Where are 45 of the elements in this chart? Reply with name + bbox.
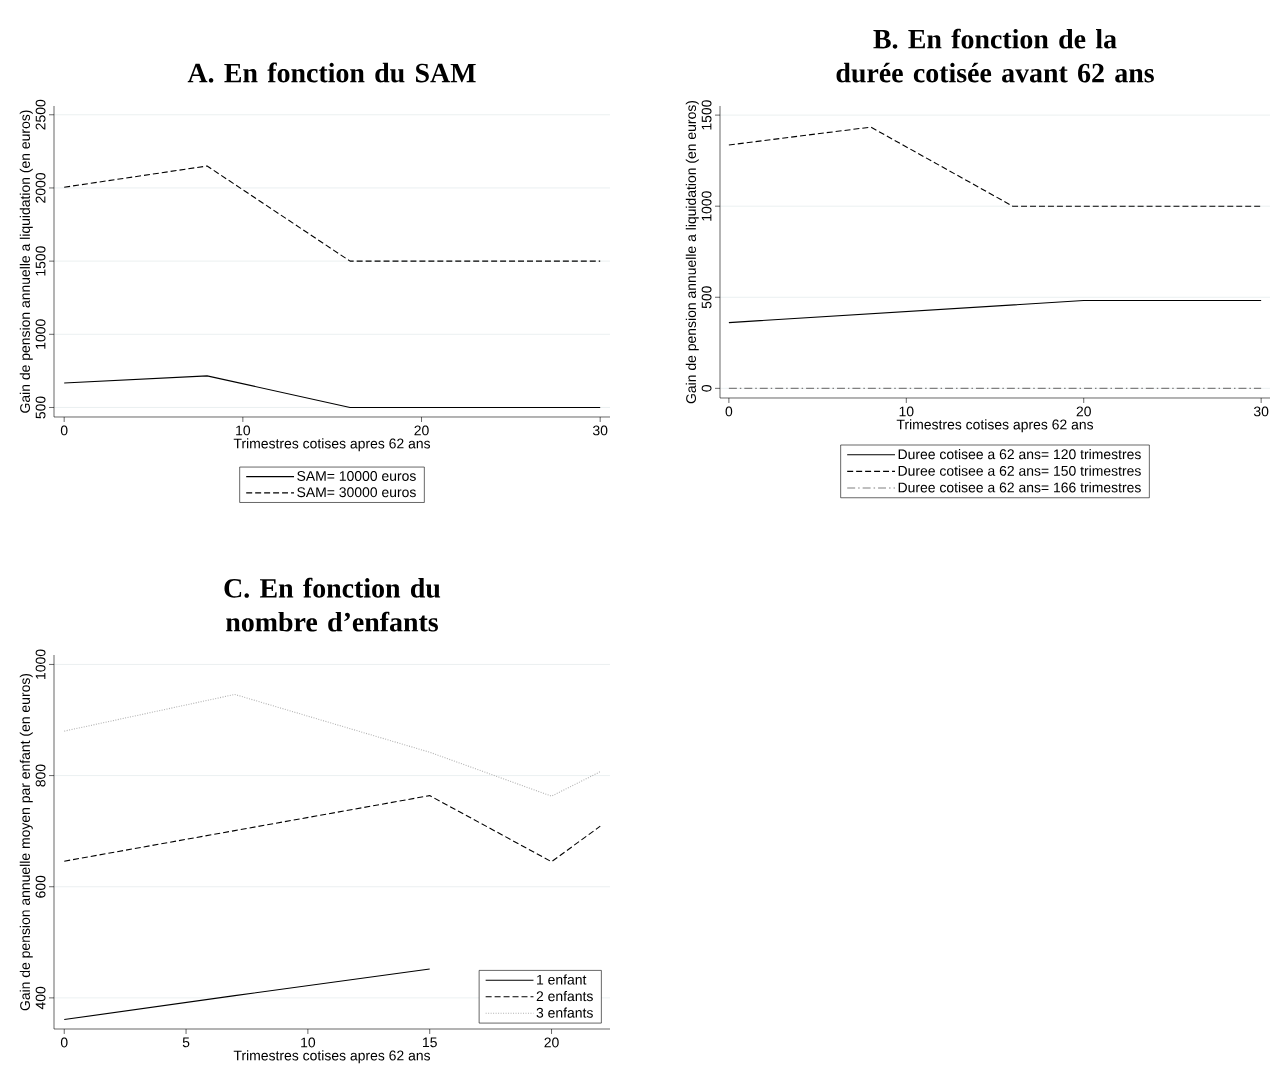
- chart-title: C. En fonction du nombre d’enfants: [224, 577, 441, 632]
- x-tick-label: 10: [301, 1037, 316, 1048]
- legend-label: SAM= 10000 euros: [297, 471, 416, 481]
- chart-title: A. En fonction du SAM: [187, 62, 476, 83]
- y-tick-label: 2500: [35, 99, 46, 130]
- x-tick-label: 0: [60, 1037, 68, 1048]
- x-axis-title: Trimestres cotises apres 62 ans: [896, 419, 1094, 433]
- x-tick-label: 20: [544, 1037, 559, 1048]
- y-axis-title: Gain de pension annuelle moyen par enfant (en euros): [19, 673, 33, 1011]
- y-tick-label: 0: [701, 385, 712, 392]
- y-tick-label: 1500: [35, 246, 46, 276]
- y-tick-label: 2000: [35, 172, 46, 203]
- x-tick-label: 20: [1076, 406, 1091, 417]
- x-tick-label: 30: [592, 425, 608, 436]
- x-axis-title: Trimestres cotises apres 62 ans: [233, 438, 431, 452]
- chart-title: B. En fonction de la durée cotisée avant 62 ans: [836, 28, 1154, 83]
- legend-label: 2 enfants: [536, 990, 593, 1002]
- legend-label: 3 enfants: [536, 1007, 593, 1018]
- y-axis-title: Gain de pension annuelle a liquidation (en euros): [685, 100, 699, 404]
- y-tick-label: 500: [701, 286, 712, 309]
- y-tick-label: 500: [35, 396, 46, 419]
- y-tick-label: 1000: [35, 319, 46, 349]
- line-series: [63, 795, 601, 863]
- y-tick-label: 1000: [35, 649, 46, 679]
- x-tick-label: 0: [60, 425, 68, 436]
- x-tick-label: 10: [899, 406, 914, 417]
- line-series: [63, 693, 601, 797]
- x-tick-label: 10: [236, 425, 251, 436]
- legend-label: Duree cotisee a 62 ans= 166 trimestres: [898, 482, 1141, 493]
- y-tick-label: 400: [35, 986, 46, 1010]
- x-tick-label: 15: [423, 1037, 437, 1048]
- y-tick-label: 600: [35, 875, 46, 898]
- x-tick-label: 0: [725, 406, 733, 417]
- legend-label: SAM= 30000 euros: [297, 487, 416, 498]
- y-tick-label: 1000: [701, 191, 712, 221]
- legend-label: Duree cotisee a 62 ans= 150 trimestres: [898, 465, 1141, 476]
- x-tick-label: 20: [414, 425, 429, 436]
- y-axis-title: Gain de pension annuelle a liquidation (en euros): [19, 110, 33, 413]
- x-tick-label: 30: [1253, 406, 1269, 417]
- legend-label: Duree cotisee a 62 ans= 120 trimestres: [898, 449, 1141, 460]
- y-tick-label: 800: [35, 764, 46, 787]
- y-tick-label: 1500: [701, 100, 712, 130]
- x-tick-label: 5: [182, 1037, 190, 1048]
- x-axis-title: Trimestres cotises apres 62 ans: [233, 1050, 431, 1064]
- legend-label: 1 enfant: [537, 974, 587, 985]
